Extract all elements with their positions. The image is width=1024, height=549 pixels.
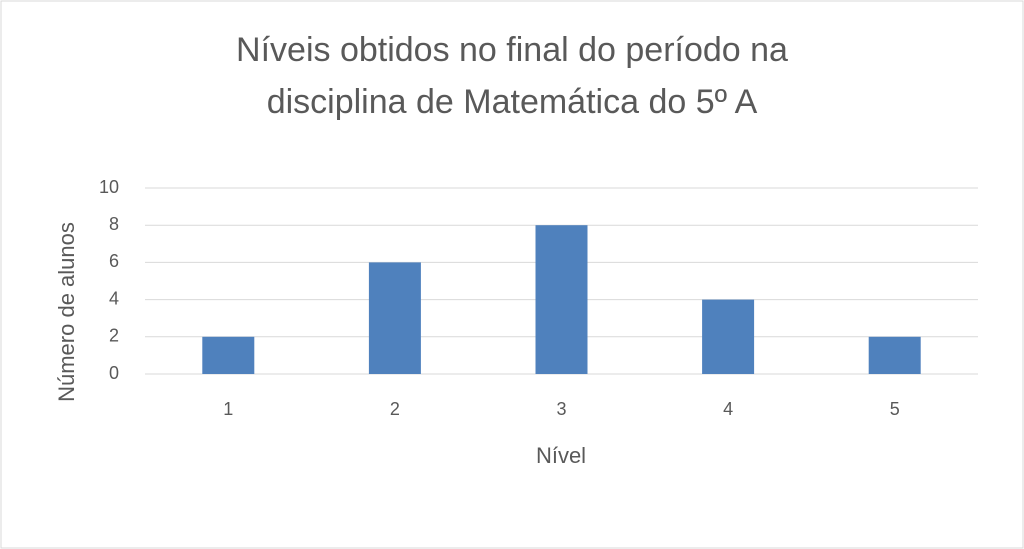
bar [702,299,755,374]
y-axis-title: Número de alunos [54,222,79,402]
y-tick-label: 0 [109,363,119,383]
x-tick-label: 2 [390,399,400,419]
x-tick-label: 5 [890,399,900,419]
chart-title: Níveis obtidos no final do período na [236,31,788,69]
x-tick-label: 1 [223,399,233,419]
y-tick-label: 10 [99,177,119,197]
x-axis-title: Nível [536,443,586,468]
bar [368,262,421,374]
bar [868,336,921,374]
y-tick-label: 2 [109,326,119,346]
bar [202,336,255,374]
y-tick-label: 8 [109,214,119,234]
chart-title: disciplina de Matemática do 5º A [267,83,758,121]
x-tick-label: 3 [556,399,566,419]
bar [535,225,588,374]
x-tick-label: 4 [723,399,733,419]
y-tick-label: 6 [109,251,119,271]
y-tick-label: 4 [109,288,119,308]
